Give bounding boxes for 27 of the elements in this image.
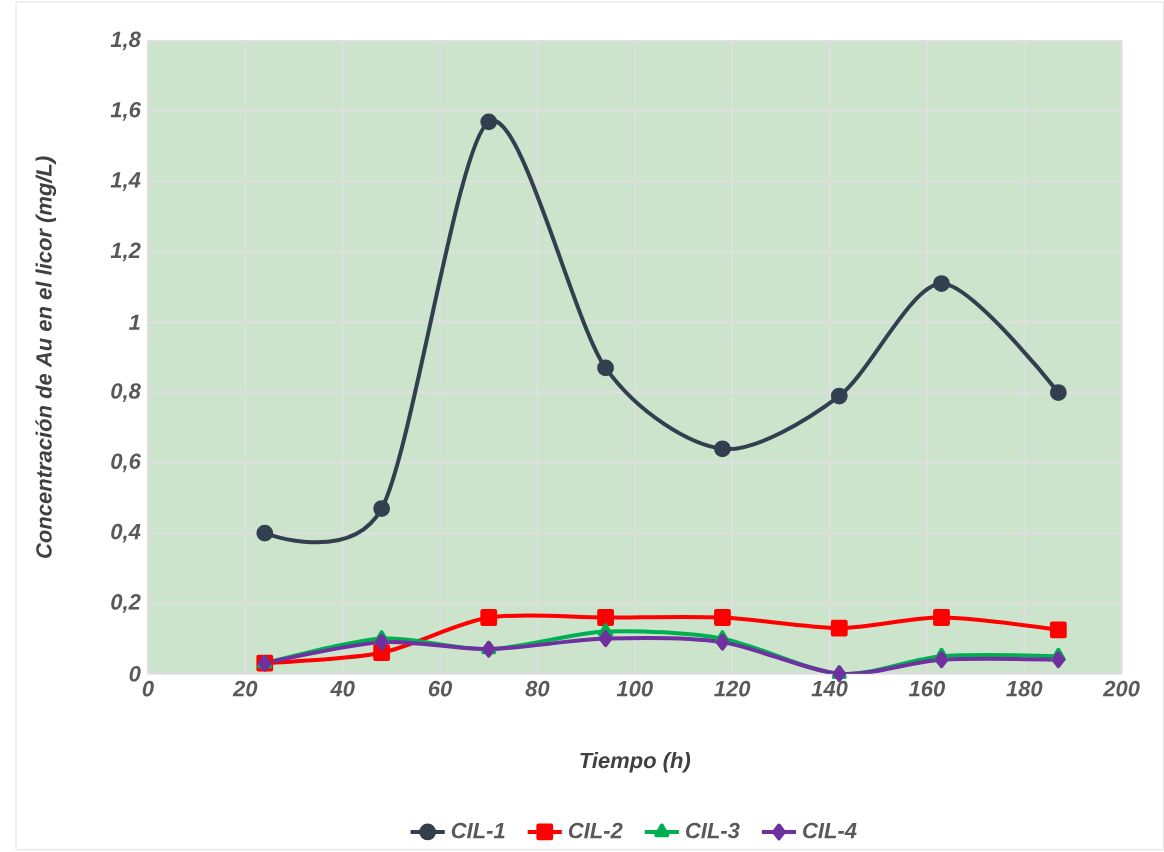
y-tick-label: 1,6 [110,102,142,121]
x-tick-label: 200 [1102,680,1140,697]
y-tick-label: 0,2 [111,594,141,613]
x-tick-label: 80 [525,680,550,697]
legend-label: CIL-4 [803,822,857,839]
x-tick-label: 0 [142,680,154,697]
x-tick-label: 180 [1006,680,1043,697]
x-tick-label: 60 [428,680,453,697]
x-tick-label: 140 [811,680,848,697]
y-tick-label: 1,2 [110,242,141,262]
y-tick-label: 0,8 [111,383,141,403]
x-tick-label: 20 [232,680,258,697]
y-tick-label: 1 [129,314,140,330]
legend-label: CIL-2 [568,822,623,839]
y-tick-label: 0,6 [111,453,142,473]
legend-label: CIL-1 [451,822,505,839]
x-axis-title: Tiempo (h) [580,752,691,773]
y-tick-label: 0 [129,666,141,682]
legend-label: CIL-3 [685,822,740,839]
y-tick-label: 1,8 [110,31,141,51]
x-tick-label: 100 [616,680,653,697]
y-tick-label: 0,4 [111,523,141,543]
x-tick-label: 40 [330,680,355,697]
x-tick-label: 160 [908,680,946,697]
x-tick-label: 120 [714,680,751,697]
y-tick-label: 1,4 [110,172,141,192]
y-axis-title: Concentración de Au en el licor (mg/L) [35,156,57,559]
